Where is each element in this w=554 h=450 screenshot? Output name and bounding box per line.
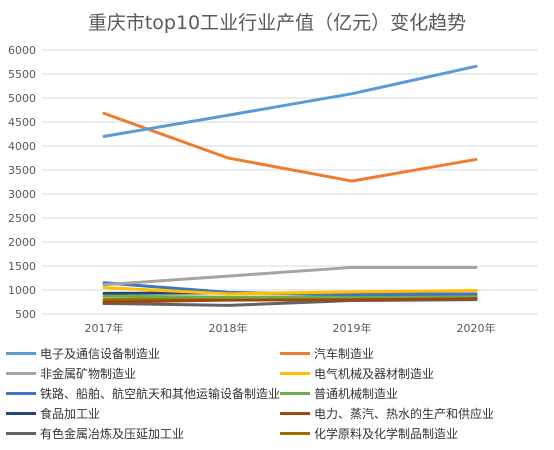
legend-item: 非金属矿物制造业 (6, 364, 136, 382)
legend-swatch (280, 351, 310, 355)
legend-swatch (280, 371, 310, 375)
legend-label: 电子及通信设备制造业 (40, 346, 161, 361)
legend-label: 化学原料及化学制品制造业 (314, 426, 459, 441)
y-tick-label: 1000 (8, 284, 36, 297)
y-axis-ticks: 500 1000 1500 2000 2500 3000 3500 4000 4500 5000 5… (8, 44, 36, 321)
legend-swatch (280, 411, 310, 415)
y-tick-label: 5500 (8, 68, 36, 81)
legend-item: 化学原料及化学制品制造业 (280, 424, 458, 442)
x-tick-label: 2019年 (333, 321, 372, 335)
y-tick-label: 2000 (8, 236, 36, 249)
x-tick-label: 2020年 (457, 321, 496, 335)
legend-item: 铁路、船舶、航空航天和其他运输设备制造业 (6, 384, 280, 402)
y-tick-label: 4000 (8, 140, 36, 153)
legend-item: 电子及通信设备制造业 (6, 344, 160, 362)
y-tick-label: 3000 (8, 188, 36, 201)
y-tick-label: 6000 (8, 44, 36, 57)
legend-item: 食品加工业 (6, 404, 100, 422)
legend-swatch (6, 411, 36, 415)
y-tick-label: 2500 (8, 212, 36, 225)
legend-swatch (280, 431, 310, 435)
legend-item: 有色金属冶炼及压延加工业 (6, 424, 184, 442)
legend-swatch (6, 371, 36, 375)
chart-title: 重庆市top10工业行业产值（亿元）变化趋势 (87, 12, 467, 34)
legend-item: 汽车制造业 (280, 344, 374, 362)
legend-item: 电气机械及器材制造业 (280, 364, 434, 382)
series-line (102, 286, 478, 296)
legend-swatch (6, 351, 36, 355)
legend-label: 食品加工业 (40, 406, 101, 421)
series-lines (102, 64, 478, 307)
series-line (102, 111, 478, 183)
legend-label: 有色金属冶炼及压延加工业 (40, 426, 185, 441)
legend-label: 非金属矿物制造业 (40, 366, 137, 381)
series-line (102, 64, 478, 138)
y-tick-label: 3500 (8, 164, 36, 177)
series-line (102, 265, 478, 287)
legend-label: 铁路、船舶、航空航天和其他运输设备制造业 (40, 386, 281, 401)
y-tick-label: 5000 (8, 92, 36, 105)
legend-label: 普通机械制造业 (314, 386, 399, 401)
x-tick-label: 2018年 (209, 321, 248, 335)
legend-label: 电气机械及器材制造业 (314, 366, 435, 381)
legend-swatch (280, 391, 310, 395)
x-axis-ticks: 2017年 2018年 2019年 2020年 (85, 321, 496, 335)
legend-label: 电力、蒸汽、热水的生产和供应业 (314, 406, 495, 421)
grid-lines (42, 49, 538, 315)
y-tick-label: 500 (15, 308, 36, 321)
y-tick-label: 4500 (8, 116, 36, 129)
y-tick-label: 1500 (8, 260, 36, 273)
x-tick-label: 2017年 (85, 321, 124, 335)
series-line (102, 294, 478, 299)
legend-swatch (6, 391, 36, 395)
series-line (102, 297, 478, 304)
legend-swatch (6, 431, 36, 435)
legend-item: 普通机械制造业 (280, 384, 398, 402)
legend-label: 汽车制造业 (314, 346, 375, 361)
legend-item: 电力、蒸汽、热水的生产和供应业 (280, 404, 494, 422)
